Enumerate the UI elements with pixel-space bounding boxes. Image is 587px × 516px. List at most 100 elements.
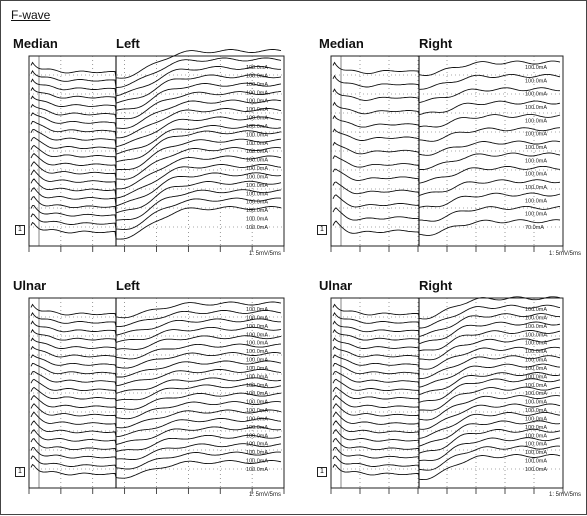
panel-3-trace-1 (332, 304, 561, 329)
panel-2-stim-label-1: 100.0mA (246, 315, 268, 321)
panel-2-stim-label-13: 100.0mA (246, 416, 268, 422)
panel-3-stim-label-3: 100.0mA (525, 332, 547, 338)
panel-1-trace-1 (332, 73, 561, 90)
panel-2-trace-4 (30, 335, 282, 350)
panel-0-stim-label-17: 100.0mA (246, 208, 268, 214)
panel-2-stim-label-11: 100.0mA (246, 400, 268, 406)
panel-2-stim-label-12: 100.0mA (246, 408, 268, 414)
panel-1-stim-label-9: 100.0mA (525, 185, 547, 191)
panel-ulnar-left-nerve: Ulnar (13, 278, 47, 293)
panel-0-stim-label-10: 100.0mA (246, 149, 268, 155)
panel-1-trace-3 (332, 100, 561, 116)
panel-median-right-scale: 1: 5mV/5ms (549, 251, 582, 257)
panel-median-left-marker: 1 (15, 225, 25, 235)
panel-2-trace-10 (30, 384, 282, 402)
panel-0-trace-1 (30, 57, 282, 88)
panel-0-stim-label-13: 100.0mA (246, 174, 268, 180)
panel-0-trace-13 (30, 155, 282, 190)
panel-3-stim-label-7: 100.0mA (525, 366, 547, 372)
panel-2-stim-label-16: 100.0mA (246, 442, 268, 448)
panel-ulnar-right-scale: 1: 5mV/5ms (549, 492, 582, 498)
panel-3-trace-15 (332, 420, 561, 447)
panel-3-trace-3 (332, 321, 561, 345)
panel-ulnar-right-nerve: Ulnar (319, 278, 353, 293)
panel-ulnar-left-side: Left (116, 278, 140, 293)
panel-3-trace-18 (332, 445, 561, 471)
panel-1-trace-10 (332, 192, 561, 209)
panel-1-stim-label-2: 100.0mA (525, 92, 547, 98)
panel-ulnar-right-side: Right (419, 278, 453, 293)
panel-3-trace-6 (332, 346, 561, 370)
panel-0-stim-label-16: 100.0mA (246, 200, 268, 206)
panel-1-stim-label-7: 100.0mA (525, 158, 547, 164)
panel-3-trace-16 (332, 428, 561, 454)
panel-0-trace-8 (30, 116, 282, 148)
panel-3-trace-5 (332, 338, 560, 361)
panel-0-stim-label-6: 100.0mA (246, 116, 268, 122)
figure-title: F-wave (11, 8, 51, 22)
panel-2-stim-label-0: 100.0mA (246, 307, 268, 313)
panel-3-stim-label-4: 100.0mA (525, 341, 547, 347)
panel-0-stim-label-1: 100.0mA (246, 73, 268, 79)
panel-0-stim-label-3: 100.0mA (246, 90, 268, 96)
panel-2-trace-7 (30, 360, 282, 378)
panel-3-stim-label-10: 100.0mA (525, 391, 547, 397)
panel-2-trace-17 (30, 443, 282, 461)
panel-1-trace-2 (332, 87, 560, 104)
panel-0-trace-15 (30, 172, 282, 207)
panel-2-stim-label-19: 100.0mA (246, 467, 268, 473)
panel-0-trace-11 (30, 138, 282, 171)
panel-3-trace-17 (332, 437, 561, 462)
panel-2-trace-14 (30, 417, 282, 438)
panel-3-trace-7 (332, 355, 561, 379)
panel-median-left-scale: 1: 5mV/5ms (249, 251, 282, 257)
panel-0-trace-18 (30, 197, 282, 230)
panel-3-stim-label-13: 100.0mA (525, 416, 547, 422)
panel-2-trace-12 (30, 401, 282, 420)
panel-1-trace-11 (332, 205, 561, 222)
panel-2-stim-label-8: 100.0mA (246, 374, 268, 380)
panel-2-trace-6 (30, 352, 282, 369)
panel-3-stim-label-19: 100.0mA (525, 467, 547, 473)
panel-0-trace-9 (30, 124, 282, 155)
panel-2-trace-19 (30, 460, 282, 479)
panel-ulnar-right-marker: 1 (317, 467, 327, 477)
panel-2-stim-label-17: 100.0mA (246, 450, 268, 456)
panel-0-trace-2 (30, 65, 281, 97)
panel-0-trace-6 (30, 99, 282, 129)
panel-3-stim-label-2: 100.0mA (525, 324, 547, 330)
panel-1-trace-4 (332, 113, 561, 128)
panel-3-trace-10 (332, 378, 561, 403)
panel-2-trace-9 (30, 377, 282, 394)
panel-3-stim-label-16: 100.0mA (525, 442, 547, 448)
panel-0-trace-16 (30, 180, 282, 214)
panel-1-stim-label-1: 100.0mA (525, 78, 547, 84)
panel-1-trace-7 (332, 152, 561, 170)
panel-0-trace-12 (30, 147, 282, 180)
panel-3-trace-14 (332, 411, 561, 439)
panel-2-stim-label-7: 100.0mA (246, 366, 268, 372)
panel-3-stim-label-14: 100.0mA (525, 425, 547, 431)
panel-0-trace-4 (30, 82, 282, 111)
panel-3-trace-8 (332, 363, 561, 388)
panel-0-trace-19 (30, 206, 282, 240)
panel-1-trace-5 (332, 127, 561, 142)
panel-1-stim-label-12: 70.0mA (525, 225, 544, 231)
panel-3-trace-2 (332, 313, 560, 338)
panel-2-trace-15 (30, 426, 282, 446)
panel-1-stim-label-10: 100.0mA (525, 198, 547, 204)
panel-2-stim-label-4: 100.0mA (246, 341, 268, 347)
panel-2-stim-label-14: 100.0mA (246, 425, 268, 431)
panel-2-stim-label-6: 100.0mA (246, 358, 268, 364)
panel-3-stim-label-8: 100.0mA (525, 374, 547, 380)
panel-3-trace-9 (332, 372, 561, 396)
panel-3-trace-13 (332, 403, 561, 430)
panel-3-trace-19 (332, 454, 561, 481)
panel-2-trace-5 (30, 343, 281, 360)
panel-1-stim-label-8: 100.0mA (525, 172, 547, 178)
panel-2-stim-label-2: 100.0mA (246, 324, 268, 330)
panel-3-stim-label-0: 100.0mA (525, 307, 547, 313)
panel-2-trace-1 (30, 309, 282, 328)
panel-1-stim-label-11: 100.0mA (525, 212, 547, 218)
panel-1-trace-0 (332, 60, 561, 76)
